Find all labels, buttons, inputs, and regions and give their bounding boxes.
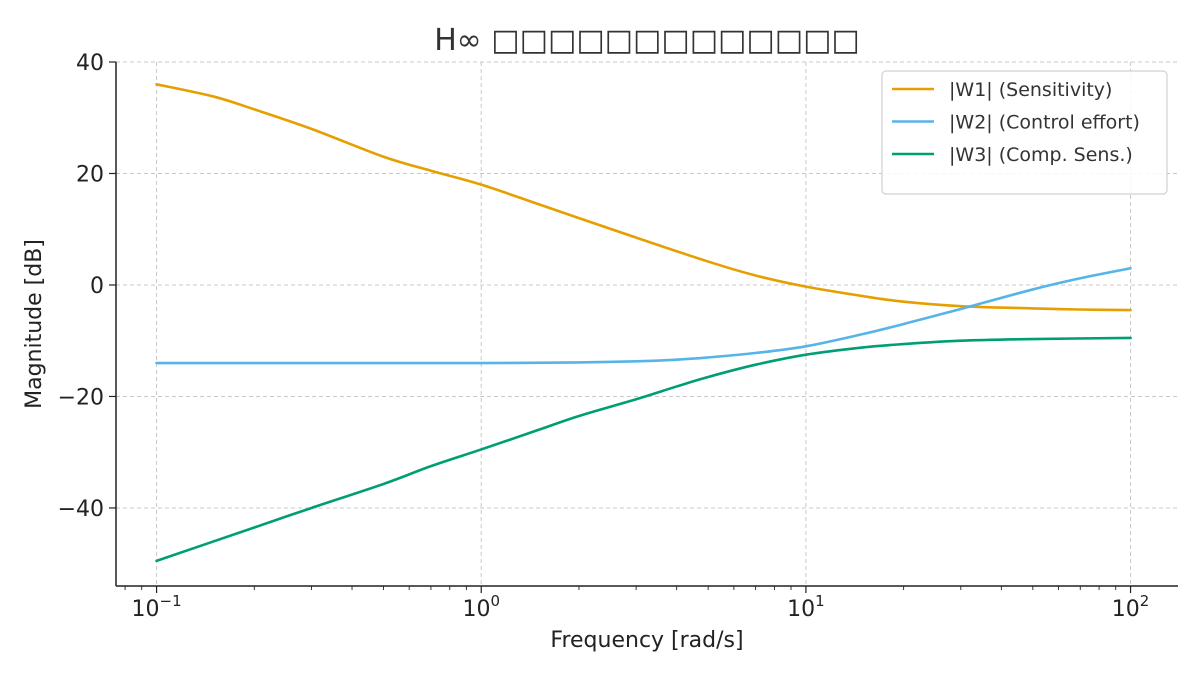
x-tick-label: 100 (462, 592, 500, 622)
legend-entry: |W3| (Comp. Sens.) (949, 144, 1133, 166)
x-tick-label: 10−1 (132, 592, 182, 622)
legend: |W1| (Sensitivity) |W2| (Control effort) |… (881, 70, 1168, 195)
legend-entry: |W1| (Sensitivity) (949, 79, 1112, 101)
series-line-w3 (155, 336, 1132, 563)
y-tick-label: 0 (90, 274, 104, 299)
legend-frame (881, 70, 1168, 195)
y-tick-label: 40 (76, 51, 104, 76)
series-layer (155, 83, 1132, 563)
tick-layer: 10−1 100 101 102 40 20 0 −20 −40 (58, 51, 1150, 622)
x-tick-label: 101 (787, 592, 825, 622)
grid-layer (116, 61, 1178, 586)
x-tick-label: 102 (1112, 592, 1150, 622)
y-tick-label: 20 (76, 162, 104, 187)
y-tick-label: −20 (58, 385, 104, 410)
y-axis-label: Magnitude [dB] (22, 239, 47, 409)
y-tick-label: −40 (58, 497, 104, 522)
x-axis-label: Frequency [rad/s] (550, 628, 743, 653)
series-line-w2 (155, 266, 1132, 365)
chart-title: H∞ □□□□□□□□□□□□□ (434, 23, 860, 58)
legend-entry: |W2| (Control effort) (949, 112, 1140, 134)
series-line-w1 (155, 83, 1132, 312)
